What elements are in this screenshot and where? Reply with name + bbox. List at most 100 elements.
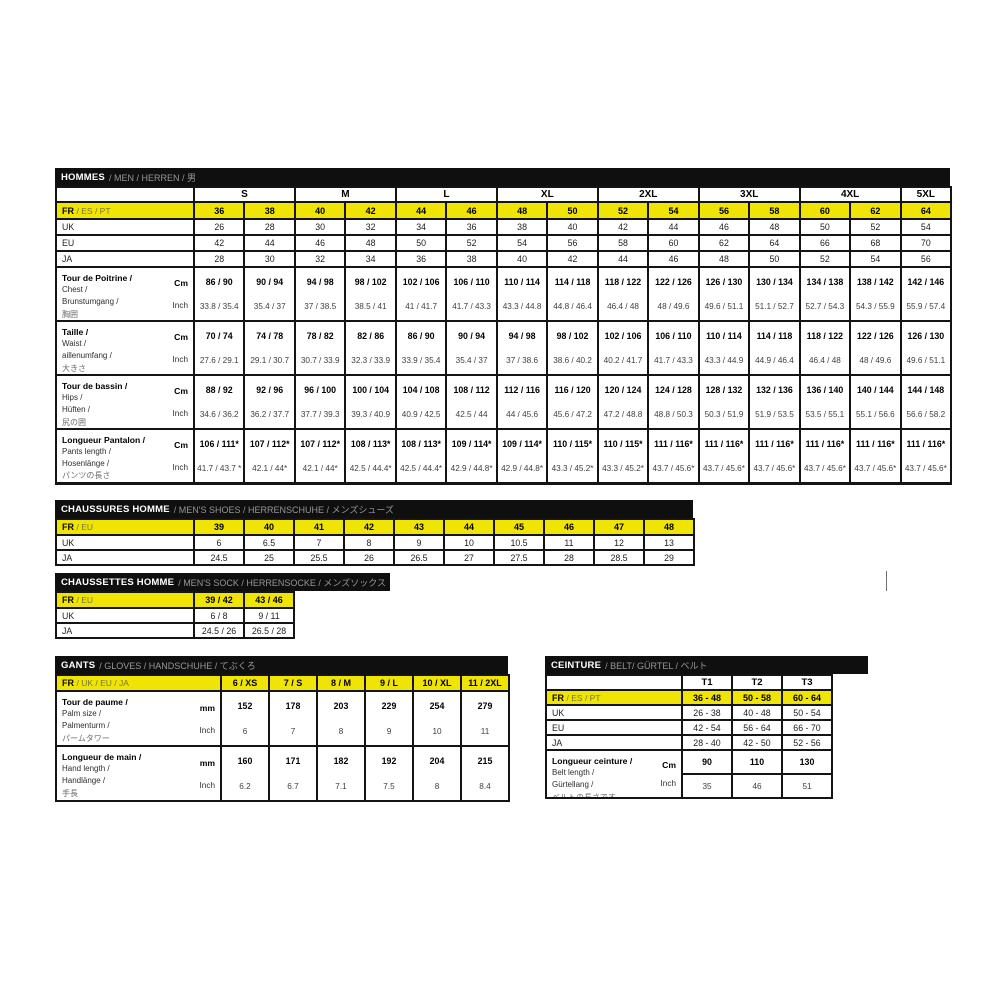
row-label: JA [55, 250, 195, 268]
measure-cell: 140 / 144 55.1 / 56.6 [849, 374, 902, 430]
unit-bottom-label: Inch [172, 300, 188, 310]
unit-bottom-label: Inch [199, 725, 215, 735]
measure-cell: 178 7 [268, 690, 318, 747]
size-cell: 46 [445, 201, 498, 220]
table-header-band: HOMMES / MEN / HERREN / 男 [55, 168, 951, 186]
inch-value: 37 / 38.5 [304, 302, 337, 312]
measure-cell: 132 / 136 51.9 / 53.5 [748, 374, 801, 430]
inch-value: 34.6 / 36.2 [199, 410, 239, 420]
value-cell: 42 - 54 [681, 719, 733, 736]
measure-label-line: Tour de Poitrine / [62, 273, 133, 283]
measure-cell: 108 / 113* 42.5 / 44.4* [394, 428, 448, 484]
size-cell: 48 [495, 201, 549, 220]
cm-value: 106 / 110 [655, 330, 692, 341]
unit-labels: Cm Inch [661, 755, 676, 793]
measure-cell: 160 6.2 [220, 745, 270, 802]
size-group-header: 5XL [899, 186, 953, 203]
value-cell: 50 [394, 234, 448, 252]
measure-label-line: Handlänge / [62, 776, 106, 786]
measure-cell: 204 8 [412, 745, 462, 802]
inch-value: 42.9 / 44.8* [450, 464, 493, 473]
inch-value: 49.6 / 51.1 [906, 356, 946, 366]
measure-cell: 107 / 112* 42.1 / 44* [243, 428, 296, 484]
measure-cell: 106 / 110 41.7 / 43.3 [445, 266, 498, 322]
measure-cell: 108 / 112 42.5 / 44 [445, 374, 498, 430]
measure-cell: 86 / 90 33.9 / 35.4 [394, 320, 448, 376]
size-cell: 54 [647, 201, 700, 220]
cm-value: 134 / 138 [806, 276, 844, 287]
cm-value: 86 / 90 [407, 330, 435, 341]
measure-cell: 110 / 115* 43.3 / 45.2* [546, 428, 599, 484]
measure-cell: 130 / 134 51.1 / 52.7 [748, 266, 801, 322]
size-cell: 50 - 58 [731, 689, 783, 706]
value-cell: 6.5 [243, 534, 295, 551]
cm-value: 107 / 112* [249, 438, 290, 449]
cm-value: 96 / 100 [304, 384, 337, 395]
inch-value: 42.5 / 44 [455, 410, 488, 420]
measure-cell: 171 6.7 [268, 745, 318, 802]
cm-value: 94 / 98 [508, 330, 536, 341]
measure-cell: 82 / 86 32.3 / 33.9 [344, 320, 397, 376]
cm-value: 142 / 146 [907, 276, 945, 287]
measure-cell: 126 / 130 49.6 / 51.1 [697, 266, 751, 322]
measure-label-lines: Longueur de main / Hand length / Handlänge… [62, 751, 141, 798]
size-cell: 36 [192, 201, 246, 220]
inch-value: 41 / 41.7 [405, 302, 438, 312]
row-label: UK [55, 218, 195, 236]
row-label-primary: FR [62, 522, 74, 532]
cm-value: 106 / 111* [199, 438, 239, 449]
inch-value: 33.9 / 35.4 [401, 356, 441, 366]
inch-value: 37 / 38.6 [506, 356, 539, 366]
inch-value: 27.6 / 29.1 [199, 356, 239, 366]
measure-row-label: Longueur de main / Hand length / Handlänge… [55, 745, 222, 802]
size-cell: 40 [293, 201, 347, 220]
cm-value: 92 / 96 [256, 384, 284, 395]
measure-label-line: Tour de paume / [62, 697, 128, 707]
inch-value: 56.6 / 58.2 [906, 410, 946, 420]
row-label: FR / ES / PT [545, 689, 683, 706]
value-cell: 24.5 / 26 [193, 622, 245, 639]
value-cell: 50 [798, 218, 852, 236]
size-cell: 64 [899, 201, 953, 220]
row-label: UK [55, 607, 195, 624]
cm-value: 130 / 134 [756, 276, 793, 287]
cm-value: 109 / 114* [451, 438, 492, 449]
inch-value: 38.6 / 40.2 [553, 356, 592, 366]
size-cell: 42 [343, 518, 395, 536]
value-cell: 54 [899, 218, 953, 236]
cm-value: 138 / 142 [857, 276, 894, 287]
value-cell: 28 [192, 250, 246, 268]
row-label-secondary: / ES / PT [76, 205, 111, 216]
size-cell: 58 [748, 201, 801, 220]
measure-cell: 136 / 140 53.5 / 55.1 [798, 374, 852, 430]
cm-value: 114 / 118 [756, 330, 793, 341]
gloves-table: GANTS / GLOVES / HANDSCHUHE / てぶくろ FR / UK… [55, 656, 510, 802]
row-label: JA [55, 549, 195, 566]
measure-cell: 182 7.1 [316, 745, 366, 802]
unit-top-label: mm [199, 757, 215, 768]
value-cell: 70 [899, 234, 953, 252]
inch-value: 44 / 45.6 [506, 410, 539, 420]
size-cell: 42 [344, 201, 397, 220]
cm-value: 112 / 116 [504, 384, 540, 395]
value-cell: 26.5 [393, 549, 445, 566]
measure-cell: 74 / 78 29.1 / 30.7 [243, 320, 296, 376]
measure-cell: 229 9 [364, 690, 414, 747]
unit-bottom-label: Inch [172, 354, 188, 364]
size-cell: 10 / XL [412, 674, 462, 692]
measure-label-lines: Longueur ceinture / Belt length / Gürtella… [552, 755, 633, 796]
value-cell: 48 [344, 234, 397, 252]
measure-cell: 111 / 116* 43.7 / 45.6* [849, 428, 902, 484]
size-group-header: 4XL [798, 186, 902, 203]
measure-label-line: Longueur ceinture / [552, 756, 633, 766]
size-cell: 46 [543, 518, 595, 536]
row-label-primary: FR [552, 692, 564, 703]
cm-value: 111 / 116* [654, 438, 693, 449]
cm-value: 110 / 115* [603, 438, 643, 449]
measure-row-label: Longueur Pantalon / Pants length / Hosenlä… [55, 428, 195, 484]
measure-row-label: Taille / Waist / aillenumfang / 大きさ Cm Inch [55, 320, 195, 376]
cm-value: 204 [429, 756, 445, 766]
column-header-cell: T3 [781, 674, 833, 691]
inch-value: 36.2 / 37.7 [250, 410, 290, 420]
size-cell: 52 [596, 201, 650, 220]
